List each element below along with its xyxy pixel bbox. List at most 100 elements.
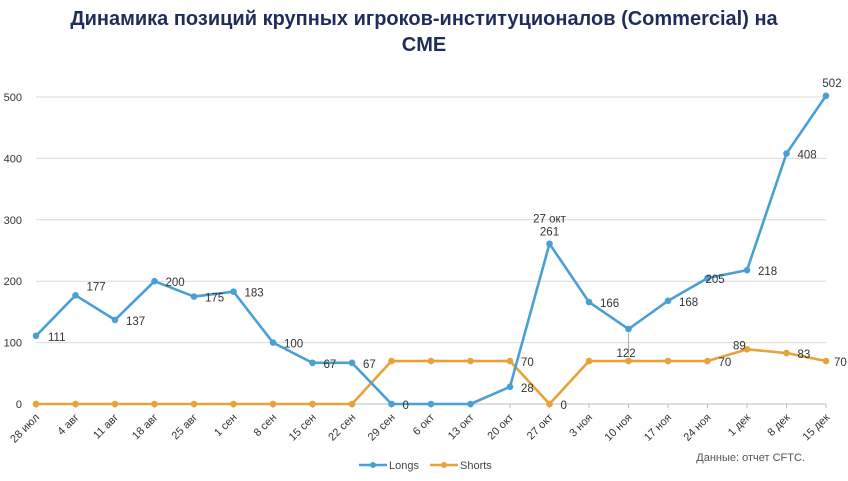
data-point-longs — [190, 293, 198, 300]
data-point-longs — [230, 288, 237, 295]
data-point-longs — [783, 150, 790, 157]
data-point-longs — [388, 400, 395, 408]
data-point-longs — [704, 274, 711, 282]
data-label-longs: 122 — [617, 348, 636, 360]
data-label-longs: 166 — [600, 298, 619, 310]
data-label-longs: 28 — [521, 383, 534, 395]
data-label-shorts: 70 — [834, 357, 847, 369]
data-point-shorts — [783, 349, 790, 357]
y-tick-label: 500 — [4, 92, 22, 104]
data-point-longs — [664, 297, 672, 305]
data-point-shorts — [230, 400, 237, 408]
data-label-longs: 200 — [166, 277, 185, 289]
data-label-longs: 183 — [245, 288, 264, 300]
data-point-shorts — [348, 400, 356, 408]
series-line-shorts — [36, 348, 827, 406]
data-point-longs — [625, 325, 632, 333]
data-label-longs: 175 — [205, 293, 224, 305]
x-tick-label: 4 авг — [55, 412, 81, 438]
x-tick-label: 25 авг — [170, 412, 201, 443]
y-tick-label: 100 — [4, 338, 22, 350]
data-label-shorts: 89 — [733, 340, 746, 352]
x-tick-label: 28 июл — [8, 412, 42, 446]
data-label-shorts: 70 — [719, 357, 732, 369]
data-label-longs: 205 — [706, 274, 725, 286]
annotation-label: 27 окт — [533, 214, 567, 226]
data-point-longs — [309, 359, 316, 367]
data-label-longs: 261 — [540, 227, 559, 239]
data-point-longs — [72, 292, 79, 299]
x-tick-label: 10 ноя — [602, 412, 634, 444]
data-point-shorts — [427, 357, 435, 365]
data-label-longs: 0 — [403, 400, 409, 412]
data-point-shorts — [111, 400, 119, 408]
data-point-shorts — [625, 357, 632, 365]
legend-marker-longs — [370, 462, 376, 468]
x-tick-label: 29 сен — [366, 412, 398, 444]
data-label-longs: 111 — [48, 332, 65, 344]
data-point-shorts — [72, 400, 79, 408]
x-tick-label: 3 ноя — [567, 412, 595, 440]
data-point-shorts — [506, 357, 514, 365]
x-tick-label: 18 авг — [130, 412, 161, 443]
data-point-shorts — [822, 357, 830, 365]
data-label-longs: 168 — [679, 297, 698, 309]
data-label-longs: 177 — [87, 281, 106, 293]
data-point-shorts — [704, 357, 711, 365]
legend-label-shorts: Shorts — [460, 460, 492, 472]
data-point-longs — [506, 383, 514, 391]
data-label-longs: 218 — [758, 266, 777, 278]
data-point-longs — [467, 400, 474, 408]
data-point-longs — [269, 339, 277, 346]
x-tick-label: 8 сен — [252, 412, 279, 439]
data-point-shorts — [388, 357, 395, 365]
x-tick-label: 15 дек — [801, 412, 833, 444]
data-point-shorts — [190, 400, 198, 408]
data-point-longs — [348, 359, 356, 367]
data-label-longs: 137 — [126, 316, 145, 328]
data-point-shorts — [32, 400, 40, 408]
x-tick-label: 1 дек — [726, 412, 753, 439]
data-point-shorts — [743, 346, 751, 353]
data-point-longs — [743, 266, 751, 274]
x-tick-label: 27 окт — [525, 412, 556, 443]
x-tick-label: 8 дек — [765, 412, 792, 439]
data-point-shorts — [664, 357, 672, 365]
y-tick-label: 300 — [4, 215, 22, 227]
legend-marker-shorts — [441, 462, 447, 468]
data-label-longs: 502 — [822, 78, 841, 90]
x-tick-label: 17 ноя — [642, 412, 674, 444]
chart-title-line-2: CME — [401, 34, 447, 56]
chart-title-line-1: Динамика позиций крупных игроков-институ… — [70, 8, 778, 30]
data-point-longs — [151, 277, 158, 285]
data-label-shorts: 70 — [521, 357, 534, 369]
y-tick-label: 0 — [16, 399, 22, 411]
x-tick-label: 13 окт — [446, 412, 477, 443]
legend-label-longs: Longs — [389, 460, 419, 472]
y-tick-label: 200 — [4, 276, 22, 288]
data-label-longs: 67 — [324, 359, 337, 371]
data-point-longs — [822, 92, 830, 100]
data-point-shorts — [309, 400, 316, 408]
data-point-shorts — [467, 357, 474, 365]
data-point-shorts — [151, 400, 158, 408]
data-point-longs — [111, 316, 119, 324]
data-point-longs — [546, 240, 553, 248]
x-tick-label: 24 ноя — [681, 412, 713, 444]
source-note: Данные: отчет CFTC. — [696, 452, 805, 464]
x-tick-label: 20 окт — [485, 412, 516, 443]
data-point-longs — [585, 298, 593, 306]
x-tick-label: 1 сен — [212, 412, 239, 439]
data-point-longs — [32, 332, 40, 340]
x-tick-label: 15 сен — [287, 412, 319, 444]
data-label-longs: 67 — [363, 359, 376, 371]
x-tick-label: 6 окт — [411, 412, 437, 438]
data-point-longs — [427, 400, 435, 408]
data-point-shorts — [585, 357, 593, 365]
y-tick-label: 400 — [4, 153, 22, 165]
x-tick-label: 11 авг — [91, 412, 121, 442]
data-label-longs: 100 — [284, 339, 303, 351]
chart-title: Динамика позиций крупных игроков-институ… — [0, 6, 848, 58]
data-label-shorts: 83 — [798, 349, 811, 361]
data-label-longs: 408 — [798, 149, 817, 161]
